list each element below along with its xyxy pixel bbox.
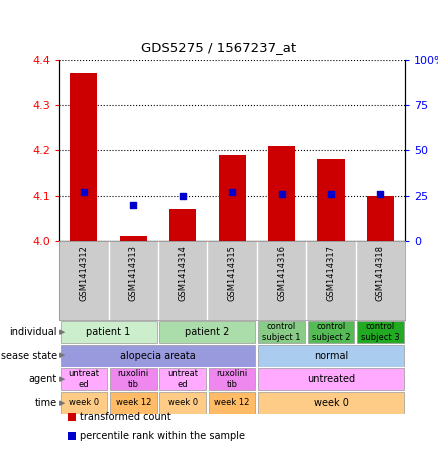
- Text: GSM1414317: GSM1414317: [326, 245, 336, 301]
- Point: [229, 188, 236, 196]
- Bar: [258, 321, 305, 343]
- Text: GDS5275 / 1567237_at: GDS5275 / 1567237_at: [141, 41, 297, 54]
- Bar: [258, 368, 404, 390]
- Text: GSM1414313: GSM1414313: [129, 245, 138, 301]
- Bar: [169, 209, 196, 241]
- Text: control
subject 1: control subject 1: [262, 323, 301, 342]
- Text: transformed count: transformed count: [80, 412, 171, 422]
- Text: control
subject 3: control subject 3: [361, 323, 400, 342]
- Text: GSM1414314: GSM1414314: [178, 245, 187, 301]
- Text: week 0: week 0: [168, 398, 198, 407]
- Text: ▶: ▶: [59, 352, 64, 359]
- Bar: [258, 345, 404, 366]
- Text: GSM1414315: GSM1414315: [228, 245, 237, 301]
- Bar: [60, 392, 107, 414]
- Text: agent: agent: [29, 374, 57, 384]
- Bar: [268, 146, 295, 241]
- Text: untreat
ed: untreat ed: [167, 370, 198, 389]
- Bar: [159, 392, 206, 414]
- Text: week 12: week 12: [116, 398, 151, 407]
- Text: control
subject 2: control subject 2: [312, 323, 350, 342]
- Point: [377, 190, 384, 198]
- Text: individual: individual: [10, 327, 57, 337]
- Point: [179, 192, 186, 199]
- Text: untreated: untreated: [307, 374, 355, 384]
- Text: ▶: ▶: [59, 329, 64, 335]
- Text: percentile rank within the sample: percentile rank within the sample: [80, 431, 245, 441]
- Bar: [60, 321, 156, 343]
- Bar: [159, 321, 255, 343]
- Bar: [209, 368, 255, 390]
- Point: [80, 188, 87, 196]
- Text: week 12: week 12: [215, 398, 250, 407]
- Text: GSM1414312: GSM1414312: [79, 245, 88, 301]
- Bar: [219, 155, 246, 241]
- Text: alopecia areata: alopecia areata: [120, 351, 196, 361]
- Point: [130, 201, 137, 208]
- Text: ▶: ▶: [60, 329, 65, 335]
- Text: ▶: ▶: [60, 400, 65, 406]
- Bar: [110, 392, 156, 414]
- Bar: [159, 368, 206, 390]
- Bar: [357, 321, 404, 343]
- Bar: [60, 368, 107, 390]
- Text: week 0: week 0: [314, 398, 349, 408]
- Text: patient 2: patient 2: [185, 327, 230, 337]
- Bar: [110, 368, 156, 390]
- Text: ▶: ▶: [60, 352, 65, 359]
- Text: untreat
ed: untreat ed: [68, 370, 99, 389]
- Bar: [209, 392, 255, 414]
- Bar: [120, 236, 147, 241]
- Bar: [308, 321, 354, 343]
- Text: normal: normal: [314, 351, 348, 361]
- Bar: [258, 392, 404, 414]
- Text: ▶: ▶: [59, 376, 64, 382]
- Text: ▶: ▶: [60, 376, 65, 382]
- Text: time: time: [35, 398, 57, 408]
- Text: GSM1414316: GSM1414316: [277, 245, 286, 301]
- Bar: [60, 345, 255, 366]
- Point: [328, 190, 335, 198]
- Text: disease state: disease state: [0, 351, 57, 361]
- Text: ruxolini
tib: ruxolini tib: [216, 370, 248, 389]
- Point: [278, 190, 285, 198]
- Text: GSM1414318: GSM1414318: [376, 245, 385, 301]
- Bar: [367, 196, 394, 241]
- Text: ▶: ▶: [59, 400, 64, 406]
- Text: ruxolini
tib: ruxolini tib: [118, 370, 149, 389]
- Text: patient 1: patient 1: [86, 327, 131, 337]
- Bar: [318, 159, 345, 241]
- Text: week 0: week 0: [69, 398, 99, 407]
- Bar: [70, 73, 97, 241]
